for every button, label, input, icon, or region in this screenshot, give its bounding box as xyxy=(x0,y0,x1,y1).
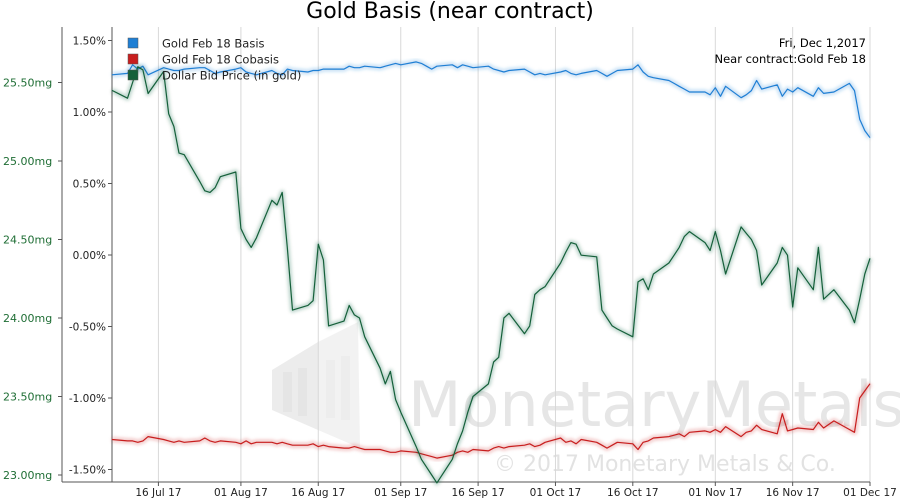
watermark-brand: MonetaryMetals xyxy=(408,368,900,441)
x-tick-label: 16 Jul 17 xyxy=(135,487,181,499)
x-tick-label: 01 Nov 17 xyxy=(688,487,742,499)
right-axis-tick-label: 1.50% xyxy=(73,36,106,48)
legend-label-0: Gold Feb 18 Basis xyxy=(162,37,265,51)
legend-swatch-2 xyxy=(127,69,139,81)
chart-title: Gold Basis (near contract) xyxy=(306,0,594,24)
right-axis-tick-label: 0.00% xyxy=(73,250,106,262)
vertical-gridlines xyxy=(157,27,871,482)
legend-swatch-0 xyxy=(127,37,139,49)
right-axis-tick-label: -1.00% xyxy=(69,393,106,405)
legend-swatch-1 xyxy=(127,53,139,65)
x-tick-label: 16 Sep 17 xyxy=(452,487,505,499)
info-box: Fri, Dec 1,2017 Near contract:Gold Feb 1… xyxy=(715,36,867,66)
series-2-group xyxy=(110,64,873,486)
legend: Gold Feb 18 Basis Gold Feb 18 Cobasis Doll… xyxy=(127,37,301,83)
info-date: Fri, Dec 1,2017 xyxy=(779,36,866,50)
series-2-line xyxy=(111,66,871,484)
watermark: MonetaryMetals © 2017 Monetary Metals & … xyxy=(272,322,900,477)
legend-label-1: Gold Feb 18 Cobasis xyxy=(162,53,279,67)
series-lines xyxy=(110,59,873,486)
x-tick-label: 16 Oct 17 xyxy=(607,487,659,499)
x-tick-label: 01 Sep 17 xyxy=(374,487,427,499)
left-axis-tick-label: 24.00mg xyxy=(3,312,52,325)
left-axis-tick-label: 25.00mg xyxy=(3,155,52,168)
watermark-copyright: © 2017 Monetary Metals & Co. xyxy=(494,452,836,477)
x-tick-label: 01 Oct 17 xyxy=(530,487,582,499)
series-0-group xyxy=(111,59,873,140)
x-tick-label: 01 Dec 17 xyxy=(843,487,897,499)
series-0-line xyxy=(111,61,871,139)
right-axis-tick-label: 1.00% xyxy=(73,107,106,119)
x-tick-label: 01 Aug 17 xyxy=(214,487,268,499)
x-tick-label: 16 Aug 17 xyxy=(291,487,345,499)
left-axis-tick-label: 24.50mg xyxy=(3,234,52,247)
left-axis-tick-label: 23.50mg xyxy=(3,391,52,404)
left-axis-tick-label: 23.00mg xyxy=(3,469,52,482)
x-tick-label: 16 Nov 17 xyxy=(766,487,820,499)
right-axis-tick-label: 0.50% xyxy=(73,179,106,191)
legend-label-2: Dollar Bid Price (in gold) xyxy=(162,69,301,83)
chart-axes: 16 Jul 17 01 Aug 17 16 Aug 17 01 Sep 17 16 S… xyxy=(3,27,897,499)
right-axis-tick-label: -0.50% xyxy=(69,322,106,334)
right-axis-tick-label: -1.50% xyxy=(69,465,106,477)
series-1-group xyxy=(111,382,873,461)
watermark-logo-icon xyxy=(272,322,360,448)
info-contract: Near contract:Gold Feb 18 xyxy=(715,52,867,66)
series-1-line xyxy=(111,383,871,459)
left-axis-tick-label: 25.50mg xyxy=(3,77,52,90)
